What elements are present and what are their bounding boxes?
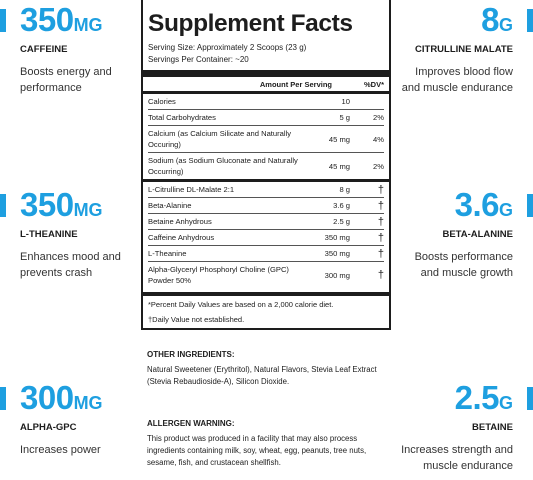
- accent-bar: [0, 387, 6, 410]
- ingredient-name: L-Theanine: [148, 249, 187, 258]
- callout-name: L-THEANINE: [20, 229, 78, 240]
- row-divider: [148, 125, 384, 126]
- allergen-warning: ALLERGEN WARNING: This product was produ…: [147, 418, 387, 469]
- divider: [143, 70, 389, 77]
- ingredient-dv: †: [377, 215, 384, 228]
- other-ingredients-text: Natural Sweetener (Erythritol), Natural …: [147, 365, 377, 386]
- callout-beta-alanine: 3.6G BETA-ALANINE Boosts performance and…: [383, 187, 533, 281]
- table-row: Calories 10: [148, 94, 384, 109]
- ingredient-name: Betaine Anhydrous: [148, 217, 212, 226]
- callout-value: 8G: [481, 1, 513, 38]
- callout-betaine: 2.5G BETAINE Increases strength and musc…: [383, 380, 533, 474]
- callout-description: Boosts energy and performance: [20, 66, 112, 94]
- table-row: Beta-Alanine 3.6 g †: [148, 198, 384, 213]
- ingredient-amount: 350 mg: [324, 249, 350, 258]
- row-divider: [148, 229, 384, 230]
- table-row: Betaine Anhydrous 2.5 g †: [148, 214, 384, 229]
- ingredient-rows: L-Citrulline DL-Malate 2:1 8 g † Beta-Alani…: [148, 182, 384, 288]
- callout-name: CITRULLINE MALATE: [415, 44, 513, 55]
- ingredient-name: Calcium (as Calcium Silicate and Natural…: [148, 129, 292, 149]
- row-divider: [148, 261, 384, 262]
- ingredient-dv: 2%: [373, 161, 384, 171]
- panel-title: Supplement Facts: [148, 10, 353, 37]
- callout-citrulline: 8G CITRULLINE MALATE Improves blood flow…: [383, 2, 533, 96]
- ingredient-amount: 300 mg: [324, 270, 350, 280]
- other-ingredients-heading: OTHER INGREDIENTS:: [147, 350, 235, 359]
- callout-value: 3.6G: [454, 186, 513, 223]
- ingredient-name: L-Citrulline DL-Malate 2:1: [148, 185, 235, 194]
- nutrient-rows: Calories 10 Total Carbohydrates 5 g 2% Calciu…: [148, 94, 384, 179]
- ingredient-name: Caffeine Anhydrous: [148, 233, 215, 242]
- callout-value: 350MG: [20, 1, 103, 38]
- row-divider: [148, 245, 384, 246]
- divider: [143, 91, 389, 94]
- accent-bar: [0, 9, 6, 32]
- column-header: Amount Per Serving %DV*: [148, 77, 384, 91]
- callout-description: Boosts performance and muscle growth: [414, 251, 513, 279]
- ingredient-amount: 3.6 g: [333, 201, 350, 210]
- callout-name: BETA-ALANINE: [442, 229, 513, 240]
- divider: [143, 292, 389, 296]
- other-ingredients: OTHER INGREDIENTS: Natural Sweetener (Er…: [147, 349, 387, 388]
- table-row: Total Carbohydrates 5 g 2%: [148, 110, 384, 125]
- footnote-not-established: †Daily Value not established.: [148, 315, 245, 324]
- serving-size: Serving Size: Approximately 2 Scoops (23…: [148, 43, 307, 52]
- amount-header: Amount Per Serving: [259, 79, 332, 89]
- callout-description: Improves blood flow and muscle endurance: [401, 66, 513, 94]
- callout-value: 2.5G: [454, 379, 513, 416]
- ingredient-name: Total Carbohydrates: [148, 113, 216, 122]
- ingredient-dv: †: [377, 247, 384, 260]
- table-row: L-Citrulline DL-Malate 2:1 8 g †: [148, 182, 384, 197]
- callout-description: Increases power: [20, 444, 101, 456]
- table-row: L-Theanine 350 mg †: [148, 246, 384, 261]
- ingredient-amount: 45 mg: [328, 161, 350, 171]
- ingredient-dv: †: [377, 231, 384, 244]
- callout-name: CAFFEINE: [20, 44, 68, 55]
- table-row: Calcium (as Calcium Silicate and Natural…: [148, 126, 384, 152]
- ingredient-amount: 5 g: [339, 113, 350, 122]
- ingredient-amount: 2.5 g: [333, 217, 350, 226]
- callout-alpha-gpc: 300MG ALPHA-GPC Increases power: [0, 380, 150, 458]
- ingredient-name: Alpha-Glyceryl Phosphoryl Choline (GPC) …: [148, 265, 289, 285]
- ingredient-dv: †: [377, 269, 384, 281]
- callout-description: Enhances mood and prevents crash: [20, 251, 121, 279]
- ingredient-amount: 45 mg: [328, 134, 350, 144]
- row-divider: [148, 213, 384, 214]
- row-divider: [148, 109, 384, 110]
- servings-per-container: Servings Per Container: ~20: [148, 55, 249, 64]
- accent-bar: [527, 9, 533, 32]
- ingredient-amount: 8 g: [339, 185, 350, 194]
- allergen-text: This product was produced in a facility …: [147, 434, 367, 467]
- accent-bar: [527, 194, 533, 217]
- allergen-heading: ALLERGEN WARNING:: [147, 419, 235, 428]
- table-row: Alpha-Glyceryl Phosphoryl Choline (GPC) …: [148, 262, 384, 288]
- callout-caffeine: 350MG CAFFEINE Boosts energy and perform…: [0, 2, 150, 96]
- ingredient-dv: †: [377, 183, 384, 196]
- ingredient-name: Sodium (as Sodium Gluconate and Naturall…: [148, 156, 298, 176]
- accent-bar: [527, 387, 533, 410]
- supplement-facts-panel: Supplement Facts Serving Size: Approxima…: [141, 0, 391, 330]
- ingredient-dv: 2%: [373, 113, 384, 122]
- row-divider: [148, 197, 384, 198]
- callout-theanine: 350MG L-THEANINE Enhances mood and preve…: [0, 187, 150, 281]
- callout-description: Increases strength and muscle endurance: [401, 444, 513, 472]
- divider: [143, 179, 389, 182]
- serving-info: Serving Size: Approximately 2 Scoops (23…: [148, 42, 384, 66]
- callout-value: 300MG: [20, 379, 103, 416]
- ingredient-amount: 350 mg: [324, 233, 350, 242]
- row-divider: [148, 152, 384, 153]
- table-row: Caffeine Anhydrous 350 mg †: [148, 230, 384, 245]
- table-row: Sodium (as Sodium Gluconate and Naturall…: [148, 153, 384, 179]
- callout-name: ALPHA-GPC: [20, 422, 77, 433]
- callout-name: BETAINE: [472, 422, 513, 433]
- dv-header: %DV*: [363, 79, 384, 89]
- ingredient-name: Calories: [148, 97, 176, 106]
- callout-value: 350MG: [20, 186, 103, 223]
- ingredient-dv: †: [377, 199, 384, 212]
- ingredient-dv: 4%: [373, 134, 384, 144]
- ingredient-amount: 10: [341, 97, 350, 106]
- footnote-dv: *Percent Daily Values are based on a 2,0…: [148, 300, 334, 309]
- ingredient-name: Beta-Alanine: [148, 201, 192, 210]
- accent-bar: [0, 194, 6, 217]
